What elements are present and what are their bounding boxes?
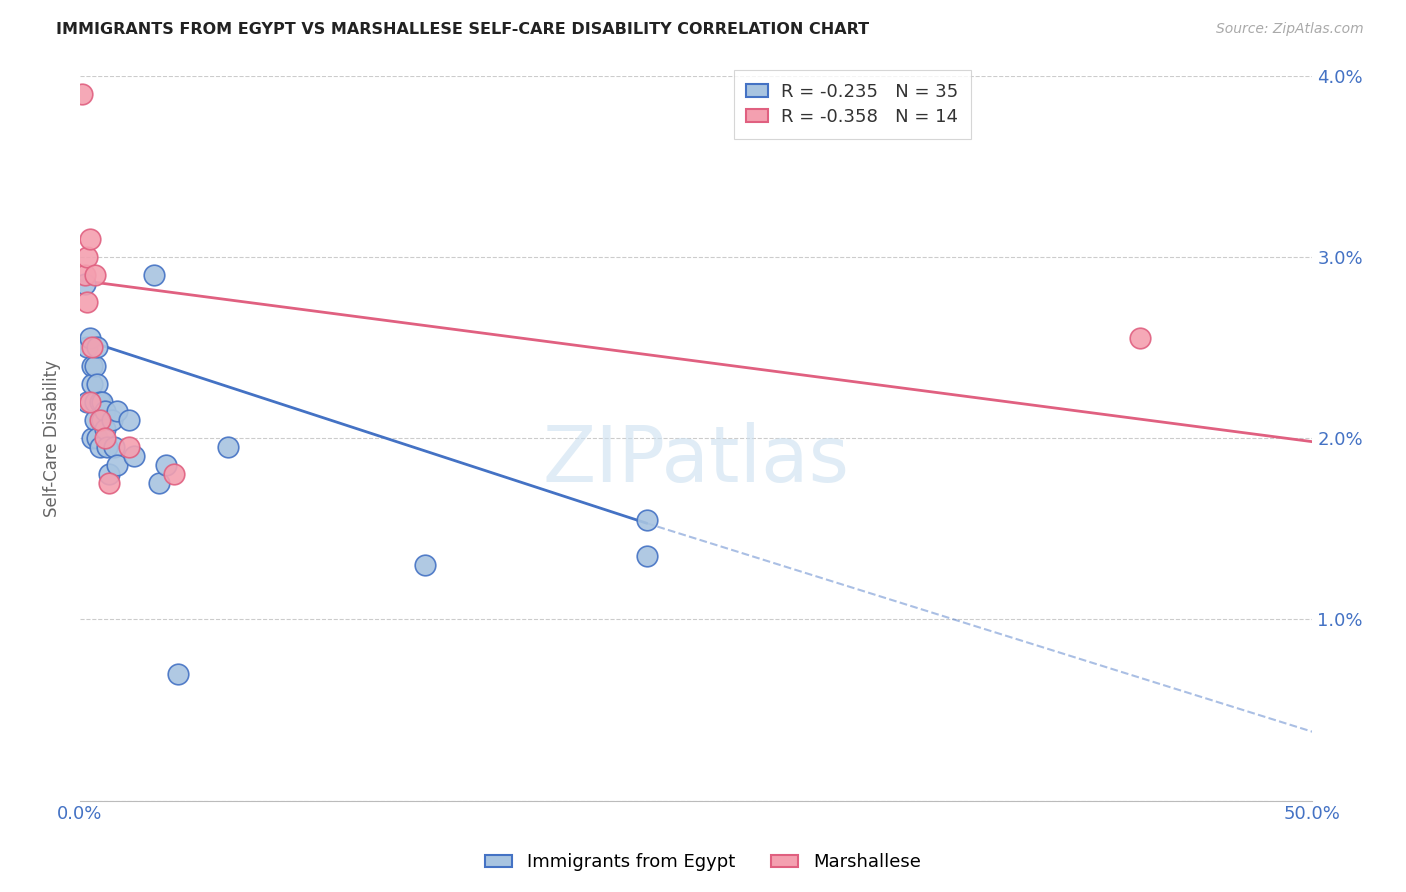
Point: [86, 376, 108, 391]
Point: [105, 404, 128, 418]
Point: [98, 467, 121, 482]
Point: [82, 376, 104, 391]
Point: [118, 440, 141, 454]
Point: [122, 449, 145, 463]
Point: [86, 340, 108, 354]
Point: [89, 440, 111, 454]
Point: [167, 666, 190, 681]
Point: [101, 413, 124, 427]
Text: IMMIGRANTS FROM EGYPT VS MARSHALLESE SELF-CARE DISABILITY CORRELATION CHART: IMMIGRANTS FROM EGYPT VS MARSHALLESE SEL…: [56, 22, 869, 37]
Legend: Immigrants from Egypt, Marshallese: Immigrants from Egypt, Marshallese: [478, 847, 928, 879]
Y-axis label: Self-Care Disability: Self-Care Disability: [44, 359, 60, 516]
Point: [155, 458, 177, 473]
Point: [83, 394, 105, 409]
Point: [83, 359, 105, 373]
Point: [162, 467, 184, 482]
Point: [636, 549, 658, 563]
Point: [79, 394, 101, 409]
Point: [96, 440, 118, 454]
Point: [83, 413, 105, 427]
Point: [217, 440, 239, 454]
Point: [76, 340, 98, 354]
Point: [91, 413, 114, 427]
Point: [91, 394, 114, 409]
Point: [76, 295, 98, 310]
Point: [148, 476, 170, 491]
Point: [72, 87, 94, 101]
Point: [82, 431, 104, 445]
Point: [83, 268, 105, 282]
Point: [86, 431, 108, 445]
Point: [103, 440, 125, 454]
Point: [118, 413, 141, 427]
Point: [76, 394, 98, 409]
Point: [79, 331, 101, 345]
Legend: R = -0.235   N = 35, R = -0.358   N = 14: R = -0.235 N = 35, R = -0.358 N = 14: [734, 70, 970, 138]
Point: [142, 268, 165, 282]
Point: [98, 476, 121, 491]
Point: [93, 404, 115, 418]
Point: [76, 250, 98, 264]
Point: [93, 422, 115, 436]
Text: ZIPatlas: ZIPatlas: [543, 422, 849, 498]
Point: [413, 558, 436, 572]
Point: [636, 513, 658, 527]
Point: [73, 268, 96, 282]
Point: [89, 413, 111, 427]
Text: Source: ZipAtlas.com: Source: ZipAtlas.com: [1216, 22, 1364, 37]
Point: [79, 232, 101, 246]
Point: [105, 458, 128, 473]
Point: [1129, 331, 1152, 345]
Point: [82, 340, 104, 354]
Point: [73, 277, 96, 291]
Point: [82, 359, 104, 373]
Point: [93, 431, 115, 445]
Point: [89, 394, 111, 409]
